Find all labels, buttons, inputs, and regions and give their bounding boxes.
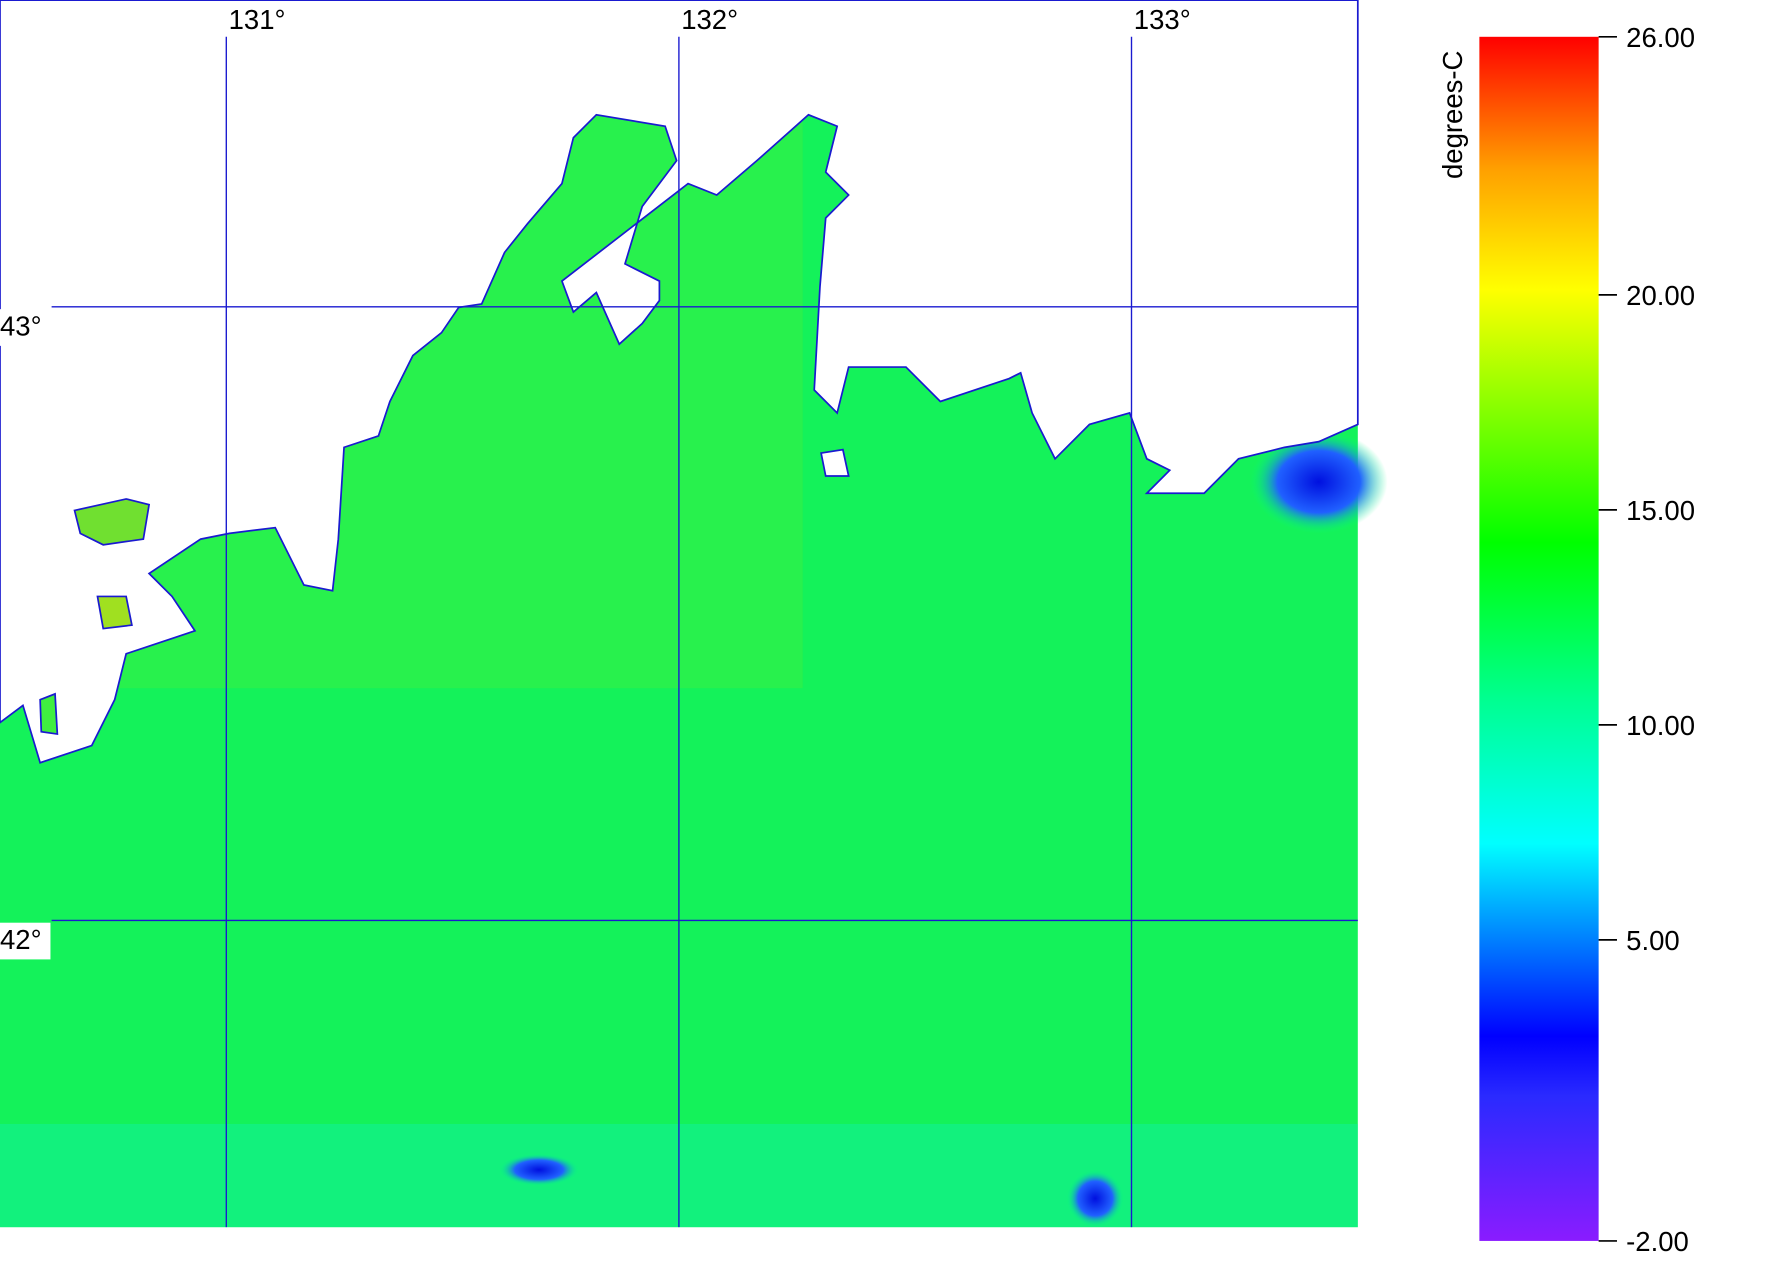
- colorbar-tick-label: 20.00: [1626, 280, 1695, 311]
- colorbar-tick-label: 26.00: [1626, 22, 1695, 53]
- lat-label: 43°: [0, 311, 42, 342]
- colorbar-label: degrees-C: [1437, 51, 1468, 179]
- lon-label: 132°: [681, 4, 738, 35]
- colorbar-tick-label: 10.00: [1626, 710, 1695, 741]
- lat-label-box: [0, 922, 51, 960]
- lon-label: 131°: [229, 4, 286, 35]
- island: [39, 692, 59, 736]
- lon-label: 133°: [1134, 4, 1191, 35]
- island: [73, 498, 151, 546]
- colorbar-tick-label: -2.00: [1626, 1226, 1689, 1257]
- graticule: [51, 36, 1358, 1228]
- island: [820, 448, 850, 477]
- colorbar-tick-label: 5.00: [1626, 925, 1680, 956]
- land: [0, 0, 1359, 764]
- lat-label: 42°: [0, 924, 42, 955]
- colorbar: [1479, 36, 1599, 1241]
- cold-patch: [1250, 430, 1388, 534]
- cold-patch: [1066, 1169, 1124, 1228]
- cold-patch: [498, 1153, 580, 1186]
- island: [96, 595, 133, 630]
- lat-label-box: [0, 309, 51, 346]
- colorbar-tick-label: 15.00: [1626, 495, 1695, 526]
